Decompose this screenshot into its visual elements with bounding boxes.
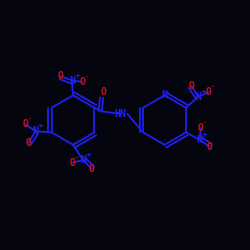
Text: N: N: [197, 135, 202, 145]
Text: ⁻: ⁻: [210, 86, 214, 91]
Text: O: O: [79, 77, 85, 87]
Text: +: +: [38, 123, 44, 129]
Text: N: N: [69, 76, 75, 86]
Text: N: N: [33, 126, 38, 136]
Text: O: O: [89, 164, 94, 174]
Text: O: O: [207, 142, 213, 152]
Text: O: O: [188, 81, 194, 91]
Text: O: O: [25, 138, 31, 148]
Text: +: +: [85, 152, 91, 158]
Text: N: N: [162, 90, 168, 100]
Text: ⁻: ⁻: [84, 75, 88, 81]
Text: O: O: [100, 87, 106, 97]
Text: N: N: [196, 92, 201, 102]
Text: +: +: [200, 88, 206, 94]
Text: O: O: [198, 123, 204, 133]
Text: ⁻: ⁻: [203, 121, 206, 127]
Text: ⁻: ⁻: [74, 156, 78, 162]
Text: HN: HN: [114, 109, 126, 119]
Text: ⁻: ⁻: [27, 118, 31, 124]
Text: O: O: [70, 158, 75, 168]
Text: +: +: [74, 72, 80, 78]
Text: O: O: [58, 71, 64, 81]
Text: O: O: [22, 119, 28, 129]
Text: N: N: [80, 155, 86, 165]
Text: O: O: [206, 87, 212, 97]
Text: +: +: [202, 132, 207, 138]
